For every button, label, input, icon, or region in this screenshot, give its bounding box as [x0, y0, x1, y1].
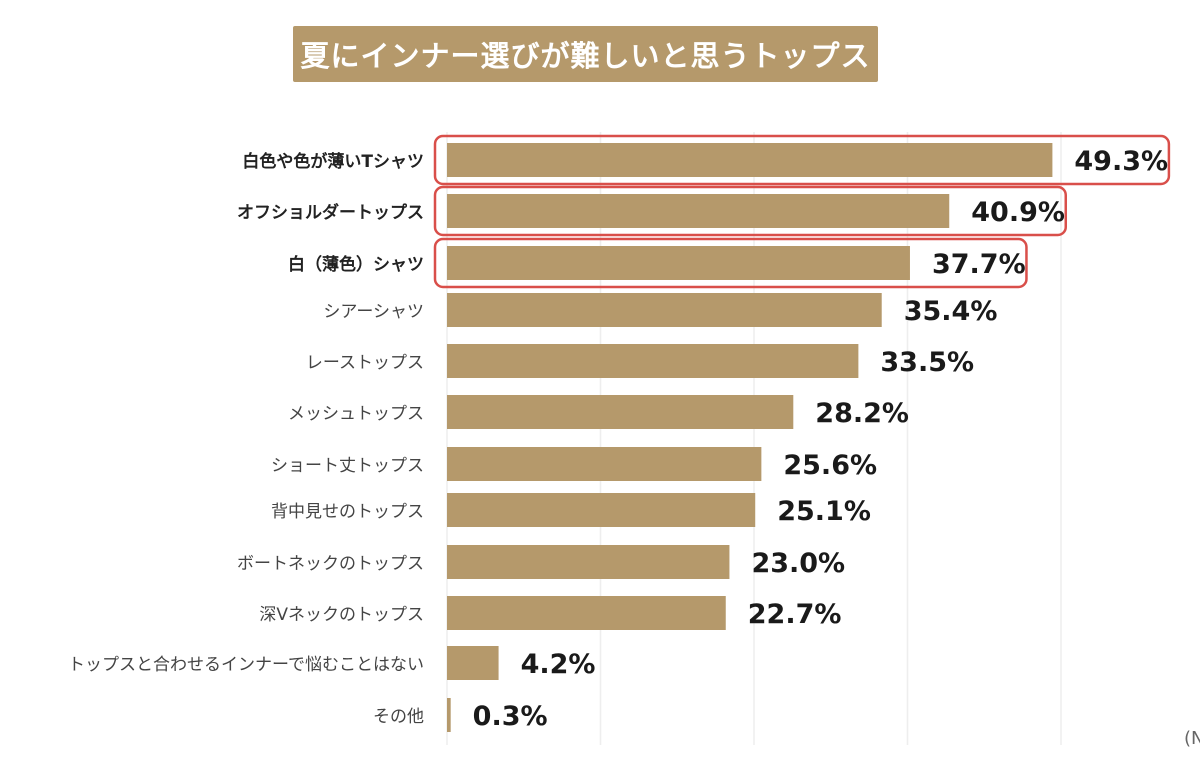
category-label: その他: [373, 707, 424, 727]
bar: [447, 447, 762, 481]
value-label: 37.7%: [932, 249, 1026, 280]
category-label: 白色や色が薄いTシャツ: [242, 151, 424, 172]
value-label: 49.3%: [1074, 146, 1168, 177]
bar: [447, 143, 1053, 177]
highlight-frame: [433, 185, 1068, 237]
bar: [447, 344, 859, 378]
value-label: 40.9%: [971, 197, 1065, 228]
bar: [447, 596, 726, 630]
chart-title: 夏にインナー選びが難しいと思うトップス: [300, 39, 871, 73]
value-label: 28.2%: [815, 398, 909, 429]
value-label: 23.0%: [751, 548, 845, 579]
bar: [447, 493, 756, 527]
category-label: オフショルダートップス: [237, 202, 424, 223]
bar: [447, 545, 730, 579]
category-label: ボートネックのトップス: [237, 554, 424, 574]
bar: [447, 646, 499, 680]
bar: [447, 395, 794, 429]
category-label: トップスと合わせるインナーで悩むことはない: [68, 655, 424, 675]
highlight-frame: [433, 237, 1028, 289]
highlight-frame: [433, 134, 1171, 186]
value-label: 4.2%: [521, 649, 596, 680]
sample-size-note: (N: [1184, 728, 1200, 749]
category-label: レーストップス: [306, 353, 424, 373]
category-label: 深Vネックのトップス: [259, 605, 424, 625]
bar: [447, 246, 910, 280]
value-label: 25.1%: [777, 496, 871, 527]
category-label: シアーシャツ: [323, 302, 424, 322]
category-label: 白（薄色）シャツ: [288, 254, 424, 275]
category-label: 背中見せのトップス: [271, 502, 424, 522]
bar: [447, 194, 950, 228]
category-label: メッシュトップス: [288, 404, 424, 424]
value-label: 0.3%: [473, 701, 548, 732]
bar: [447, 293, 882, 327]
category-label: ショート丈トップス: [271, 456, 424, 476]
chart-title-banner: 夏にインナー選びが難しいと思うトップス: [293, 26, 878, 82]
value-label: 22.7%: [748, 599, 842, 630]
value-label: 35.4%: [904, 296, 998, 327]
value-label: 25.6%: [783, 450, 877, 481]
value-label: 33.5%: [880, 347, 974, 378]
bar: [447, 698, 451, 732]
